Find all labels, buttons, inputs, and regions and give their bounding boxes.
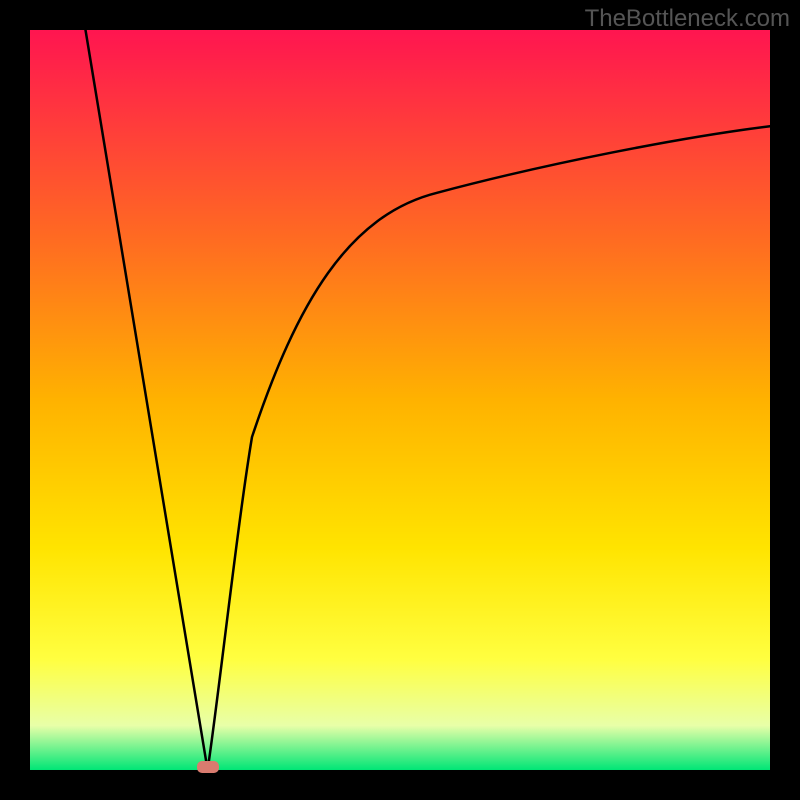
bottleneck-chart [0, 0, 800, 800]
gradient-background [30, 30, 770, 770]
dip-marker [197, 761, 219, 773]
chart-container: TheBottleneck.com [0, 0, 800, 800]
